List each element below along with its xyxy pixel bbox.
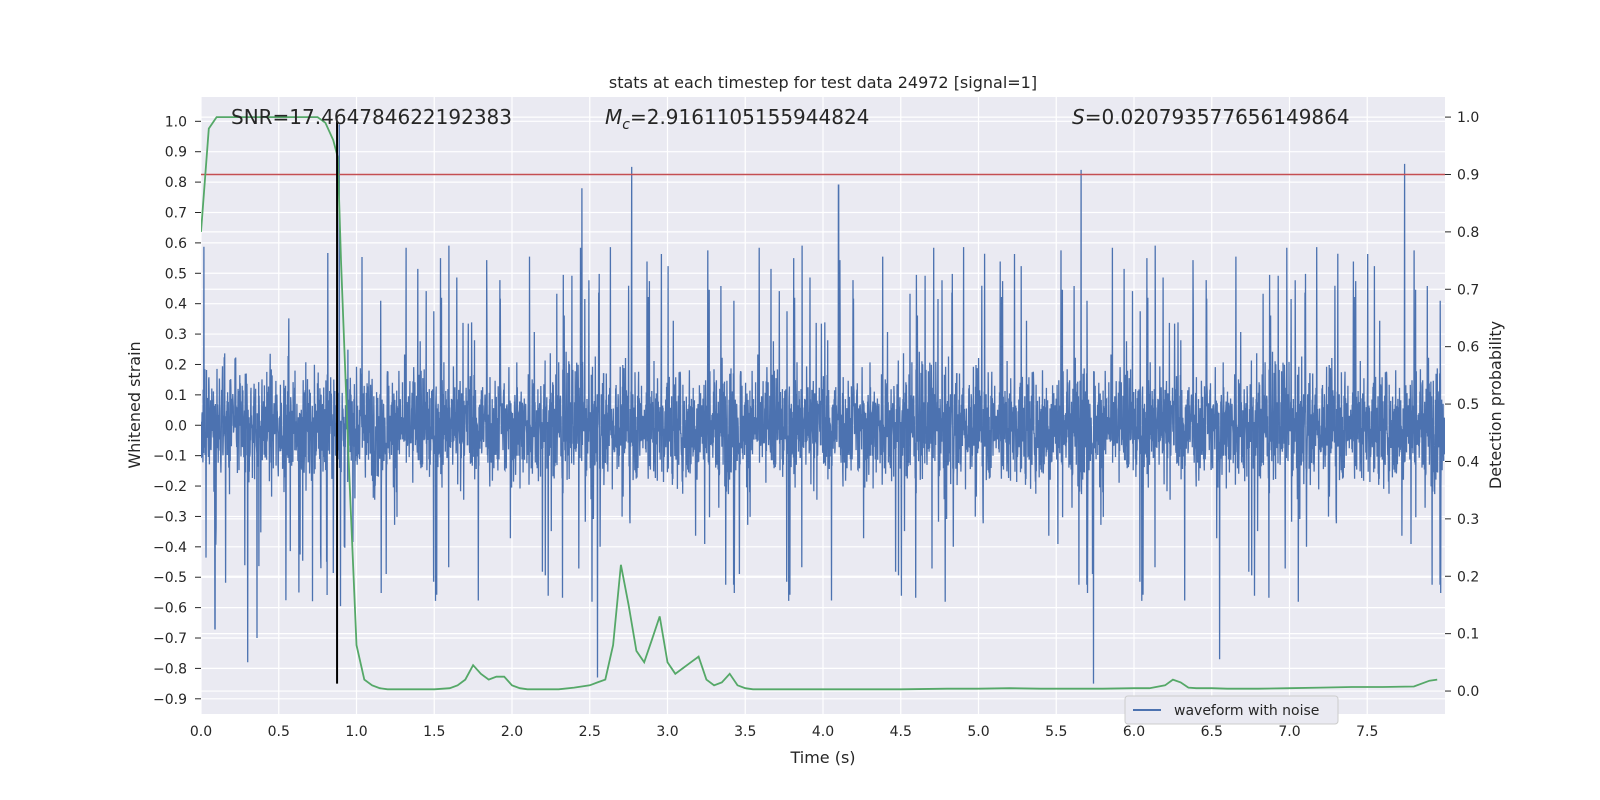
x-tick-label: 3.5 [734, 724, 756, 740]
legend-label: waveform with noise [1174, 703, 1319, 719]
y2-tick-label: 0.6 [1457, 340, 1479, 356]
x-tick-label: 4.5 [890, 724, 912, 740]
x-tick-label: 5.0 [967, 724, 989, 740]
y2-tick-label: 0.5 [1457, 397, 1479, 413]
y2-tick-label: 0.2 [1457, 569, 1479, 585]
y-tick-label: 0.6 [165, 236, 187, 252]
y-tick-label: 1.0 [165, 114, 187, 130]
legend-box [1124, 695, 1339, 725]
y-tick-label: −0.2 [153, 479, 187, 495]
y-tick-label: 0.1 [165, 388, 187, 404]
chirp-mass-value: =2.9161105155944824 [630, 105, 869, 129]
x-tick-label: 1.0 [345, 724, 367, 740]
y2-tick-label: 0.8 [1457, 225, 1479, 241]
axes-layer: 0.0 0.5 1.0 1.5 2.0 2.5 3.0 3.5 4.0 4.5 5.0 5.5 6.0 6… [153, 110, 1479, 740]
x-tick-label: 0.0 [190, 724, 212, 740]
y-tick-label: 0.2 [165, 357, 187, 373]
x-tick-label: 3.0 [656, 724, 678, 740]
x-tick-label: 6.5 [1201, 724, 1223, 740]
y-tick-label: −0.6 [153, 601, 187, 617]
series-detection-probability [201, 116, 1438, 691]
chirp-mass-symbol: M [605, 105, 622, 129]
y-tick-label: 0.4 [165, 297, 187, 313]
y-tick-label: −0.5 [153, 570, 187, 586]
snr-annotation: SNR=17.464784622192383 [231, 105, 512, 129]
x-tick-label: 6.0 [1123, 724, 1145, 740]
x-tick-label: 4.0 [812, 724, 834, 740]
y-tick-label: −0.7 [153, 631, 187, 647]
y-tick-label: −0.8 [153, 661, 187, 677]
y2-tick-label: 0.7 [1457, 282, 1479, 298]
y-tick-label: 0.3 [165, 327, 187, 343]
y2-axis-title: Detection probability [1486, 321, 1505, 489]
x-tick-label: 1.5 [423, 724, 445, 740]
y-tick-label: 0.9 [165, 145, 187, 161]
y-tick-label: −0.1 [153, 449, 187, 465]
s-symbol: S [1072, 105, 1085, 129]
y2-tick-label: 0.0 [1457, 684, 1479, 700]
y-tick-label: −0.9 [153, 692, 187, 708]
y2-tick-label: 0.4 [1457, 454, 1479, 470]
y-tick-label: 0.5 [165, 266, 187, 282]
x-tick-label: 5.5 [1045, 724, 1067, 740]
y2-tick-label: 0.9 [1457, 167, 1479, 183]
x-tick-label: 7.5 [1356, 724, 1378, 740]
y-tick-label: 0.7 [165, 205, 187, 221]
s-annotation: S=0.020793577656149864 [1072, 105, 1350, 129]
legend: waveform with noise [1124, 695, 1339, 725]
y2-tick-label: 0.3 [1457, 512, 1479, 528]
data-layer [201, 116, 1445, 691]
x-tick-label: 0.5 [268, 724, 290, 740]
y-axis-title: Whitened strain [125, 341, 144, 468]
chirp-mass-annotation: Mc=2.9161105155944824 [605, 105, 869, 133]
y-tick-label: −0.4 [153, 540, 187, 556]
series-waveform-with-noise [201, 124, 1445, 684]
chart-title: stats at each timestep for test data 249… [609, 73, 1037, 92]
y-tick-label: −0.3 [153, 509, 187, 525]
x-axis-title: Time (s) [789, 748, 855, 767]
y-tick-label: 0.0 [165, 418, 187, 434]
y2-tick-label: 1.0 [1457, 110, 1479, 126]
x-tick-label: 2.0 [501, 724, 523, 740]
y-tick-label: 0.8 [165, 175, 187, 191]
chirp-mass-subscript: c [622, 117, 630, 133]
y2-tick-label: 0.1 [1457, 627, 1479, 643]
s-value: =0.020793577656149864 [1085, 105, 1350, 129]
x-tick-label: 7.0 [1278, 724, 1300, 740]
x-tick-label: 2.5 [579, 724, 601, 740]
